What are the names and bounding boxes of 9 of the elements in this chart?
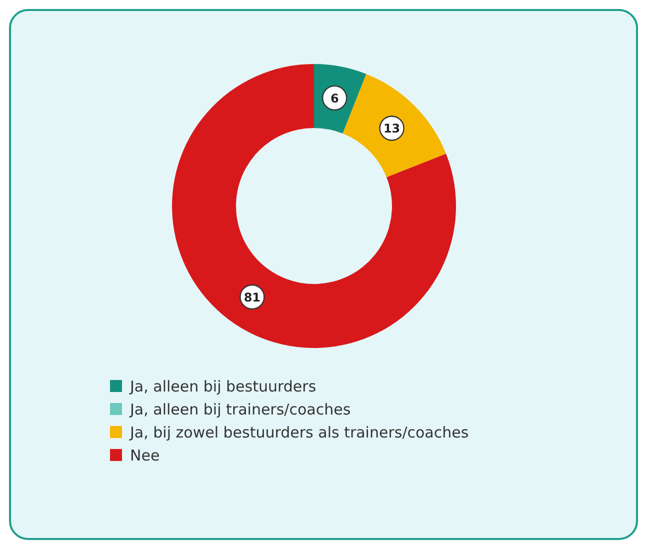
data-label: 81 — [244, 290, 261, 304]
legend-label: Nee — [130, 446, 160, 464]
data-label: 6 — [330, 91, 339, 106]
legend-label: Ja, bij zowel bestuurders als trainers/coaches — [129, 423, 469, 442]
legend-label: Ja, alleen bij bestuurders — [129, 377, 316, 396]
data-label: 13 — [383, 122, 400, 136]
donut-slice — [172, 64, 456, 348]
donut-slice — [342, 74, 446, 178]
legend-label: Ja, alleen bij trainers/coaches — [129, 400, 351, 418]
